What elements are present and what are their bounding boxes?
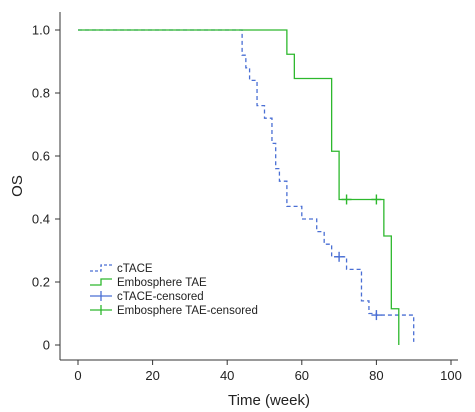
legend-swatch <box>90 278 112 286</box>
legend-item-embosphere-tae-censored: Embosphere TAE-censored <box>90 305 258 317</box>
legend-label: cTACE-censored <box>117 291 204 303</box>
x-tick-label: 60 <box>295 368 309 383</box>
legend-item-embosphere-tae: Embosphere TAE <box>90 277 207 289</box>
x-tick-label: 100 <box>440 368 462 383</box>
legend-item-ctace-censored: cTACE-censored <box>90 291 204 303</box>
y-tick-label: 0.2 <box>32 275 50 290</box>
censor-marker-embosphere-tae-censored <box>371 194 382 205</box>
y-tick-label: 0.6 <box>32 149 50 164</box>
y-tick-label: 0 <box>43 338 50 353</box>
censor-marker-ctace-censored <box>371 310 382 321</box>
legend-label: cTACE <box>117 263 153 275</box>
legend-swatch <box>90 264 112 272</box>
legend-label: Embosphere TAE <box>117 277 207 289</box>
censor-marker-embosphere-tae-censored <box>341 194 352 205</box>
series-line-embosphere-tae <box>78 29 400 345</box>
y-axis-title: OS <box>9 175 26 197</box>
y-tick-label: 1.0 <box>32 23 50 38</box>
y-tick-label: 0.4 <box>32 212 50 227</box>
x-tick-label: 80 <box>369 368 383 383</box>
legend: cTACE Embosphere TAE cTACE-censored Embosph… <box>90 263 258 317</box>
legend-item-ctace: cTACE <box>90 263 153 275</box>
x-tick-label: 0 <box>74 368 81 383</box>
x-axis-title: Time (week) <box>228 392 310 409</box>
axes: 0 20 40 60 80 100 0 0.2 0.4 0.6 0.8 1.0 <box>32 12 462 383</box>
series-layer <box>78 29 415 345</box>
marker-layer <box>334 194 382 321</box>
y-tick-label: 0.8 <box>32 86 50 101</box>
x-tick-label: 40 <box>220 368 234 383</box>
series-line-ctace <box>78 29 415 342</box>
x-tick-label: 20 <box>145 368 159 383</box>
censor-marker-ctace-censored <box>334 251 345 262</box>
legend-label: Embosphere TAE-censored <box>117 305 258 317</box>
